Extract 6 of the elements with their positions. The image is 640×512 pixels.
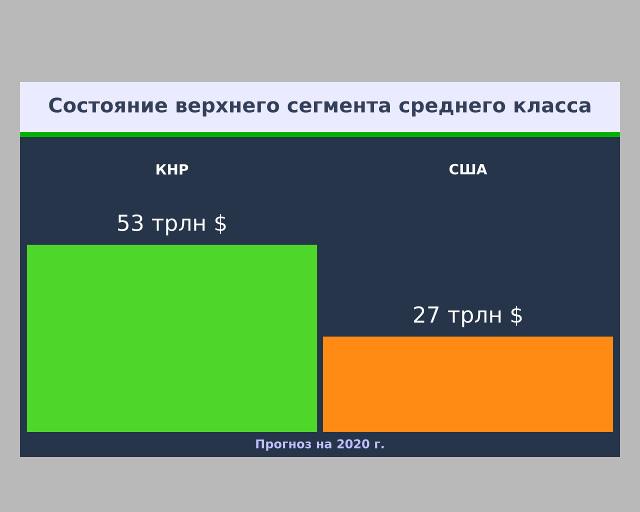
text: Прогноз на 2020 г. — [256, 439, 384, 451]
x-tick-label: США — [449, 164, 488, 174]
data-label: 27 трлн $ — [414, 306, 522, 328]
chart-title: Состояние верхнего сегмента среднего класса — [49, 98, 590, 116]
x-tick-label: КНР — [156, 164, 188, 174]
data-label: 53 трлн $ — [118, 214, 226, 236]
